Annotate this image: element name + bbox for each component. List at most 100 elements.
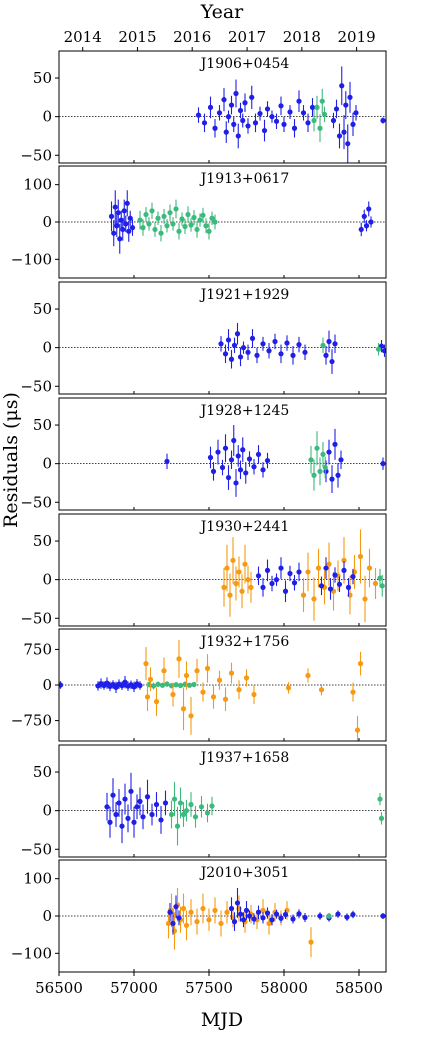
panel-j1928-1245: J1928+1245 −50 0 50	[20, 397, 387, 511]
panels-layer: J1906+0454 −50 0 50 J1913+0617 −100 0 100 J1921+…	[11, 50, 387, 973]
data-point	[231, 342, 238, 348]
data-point	[167, 909, 173, 915]
panel-j1937-1658: J1937+1658 −50 0 50	[20, 744, 387, 858]
data-point	[127, 215, 133, 221]
x-tick-label: 56500	[35, 979, 83, 997]
data-point	[223, 129, 229, 135]
data-point	[281, 121, 287, 127]
data-point	[108, 213, 115, 219]
data-point	[273, 577, 280, 583]
data-point	[278, 103, 284, 109]
series-blue	[59, 675, 143, 694]
data-point	[200, 212, 206, 218]
y-tick-label: −50	[20, 609, 52, 627]
data-point	[248, 584, 254, 590]
data-point	[206, 228, 212, 234]
pulsar-name-label: J2010+3051	[199, 865, 290, 881]
data-point	[158, 230, 164, 236]
data-point	[164, 681, 170, 687]
data-point	[173, 682, 179, 688]
data-point	[380, 461, 386, 467]
data-point	[260, 907, 266, 914]
data-point	[333, 106, 340, 112]
data-point	[245, 123, 251, 129]
data-point	[173, 904, 179, 910]
data-point	[243, 907, 250, 914]
data-point	[111, 230, 117, 236]
panel-data	[108, 190, 374, 254]
y-tick-label: −750	[11, 712, 52, 730]
bottom-mjd-axis: 56500 57000 57500 58000 58500	[35, 972, 383, 997]
data-point	[162, 800, 169, 806]
data-point	[243, 470, 249, 476]
y-tick-label: 100	[23, 176, 52, 194]
data-point	[134, 804, 140, 810]
series-orange	[221, 529, 379, 623]
data-point	[107, 819, 113, 825]
data-point	[321, 111, 328, 117]
data-point	[255, 909, 262, 915]
data-point	[314, 445, 320, 451]
data-point	[143, 211, 149, 218]
data-point	[149, 208, 155, 214]
panel-j1930-2441: J1930+2441 −50 0 50	[20, 513, 387, 627]
data-point	[144, 794, 151, 800]
data-point	[161, 668, 167, 674]
data-point	[266, 348, 272, 354]
data-point	[323, 565, 329, 571]
data-point	[287, 109, 293, 115]
year-tick-label: 2015	[118, 28, 156, 46]
data-point	[255, 573, 262, 579]
data-point	[260, 584, 266, 590]
series-blue	[218, 322, 386, 374]
data-point	[152, 226, 158, 233]
data-point	[332, 441, 338, 447]
data-point	[319, 98, 325, 104]
data-point	[215, 449, 221, 455]
data-point	[237, 467, 244, 473]
data-point	[339, 83, 345, 89]
data-point	[291, 580, 298, 586]
y-tick-label: 100	[23, 870, 52, 888]
data-point	[290, 352, 296, 358]
series-green	[311, 88, 328, 143]
data-point	[122, 679, 128, 685]
data-point	[350, 121, 356, 127]
data-point	[315, 565, 322, 571]
data-point	[308, 457, 314, 463]
pulsar-name-label: J1913+0617	[199, 171, 290, 187]
panel-j2010-3051: J2010+3051 −100 0 100	[11, 859, 387, 973]
data-point	[188, 713, 194, 719]
data-point	[243, 675, 250, 681]
data-point	[246, 456, 253, 462]
data-point	[240, 447, 246, 453]
series-green	[320, 337, 382, 356]
data-point	[180, 905, 187, 912]
data-point	[147, 676, 154, 682]
data-point	[350, 911, 356, 918]
data-point	[183, 808, 190, 814]
data-point	[358, 226, 364, 233]
data-point	[350, 573, 356, 580]
series-blue	[108, 190, 374, 254]
data-point	[362, 596, 368, 602]
data-point	[170, 691, 176, 698]
data-point	[222, 696, 229, 702]
panel-frame	[58, 744, 387, 858]
data-point	[361, 213, 367, 219]
data-point	[341, 567, 347, 573]
data-point	[173, 206, 179, 212]
series-blue	[255, 557, 356, 603]
year-tick-label: 2014	[64, 28, 102, 46]
data-point	[153, 801, 160, 808]
data-point	[168, 811, 175, 818]
x-tick-label: 57500	[185, 979, 233, 997]
data-point	[326, 338, 332, 345]
data-point	[264, 457, 271, 464]
pulsar-name-label: J1932+1756	[199, 634, 290, 650]
panel-j1921-1929: J1921+1929 −50 0 50	[20, 281, 387, 395]
panel-data	[165, 888, 386, 958]
data-point	[309, 104, 316, 110]
data-point	[119, 823, 125, 829]
